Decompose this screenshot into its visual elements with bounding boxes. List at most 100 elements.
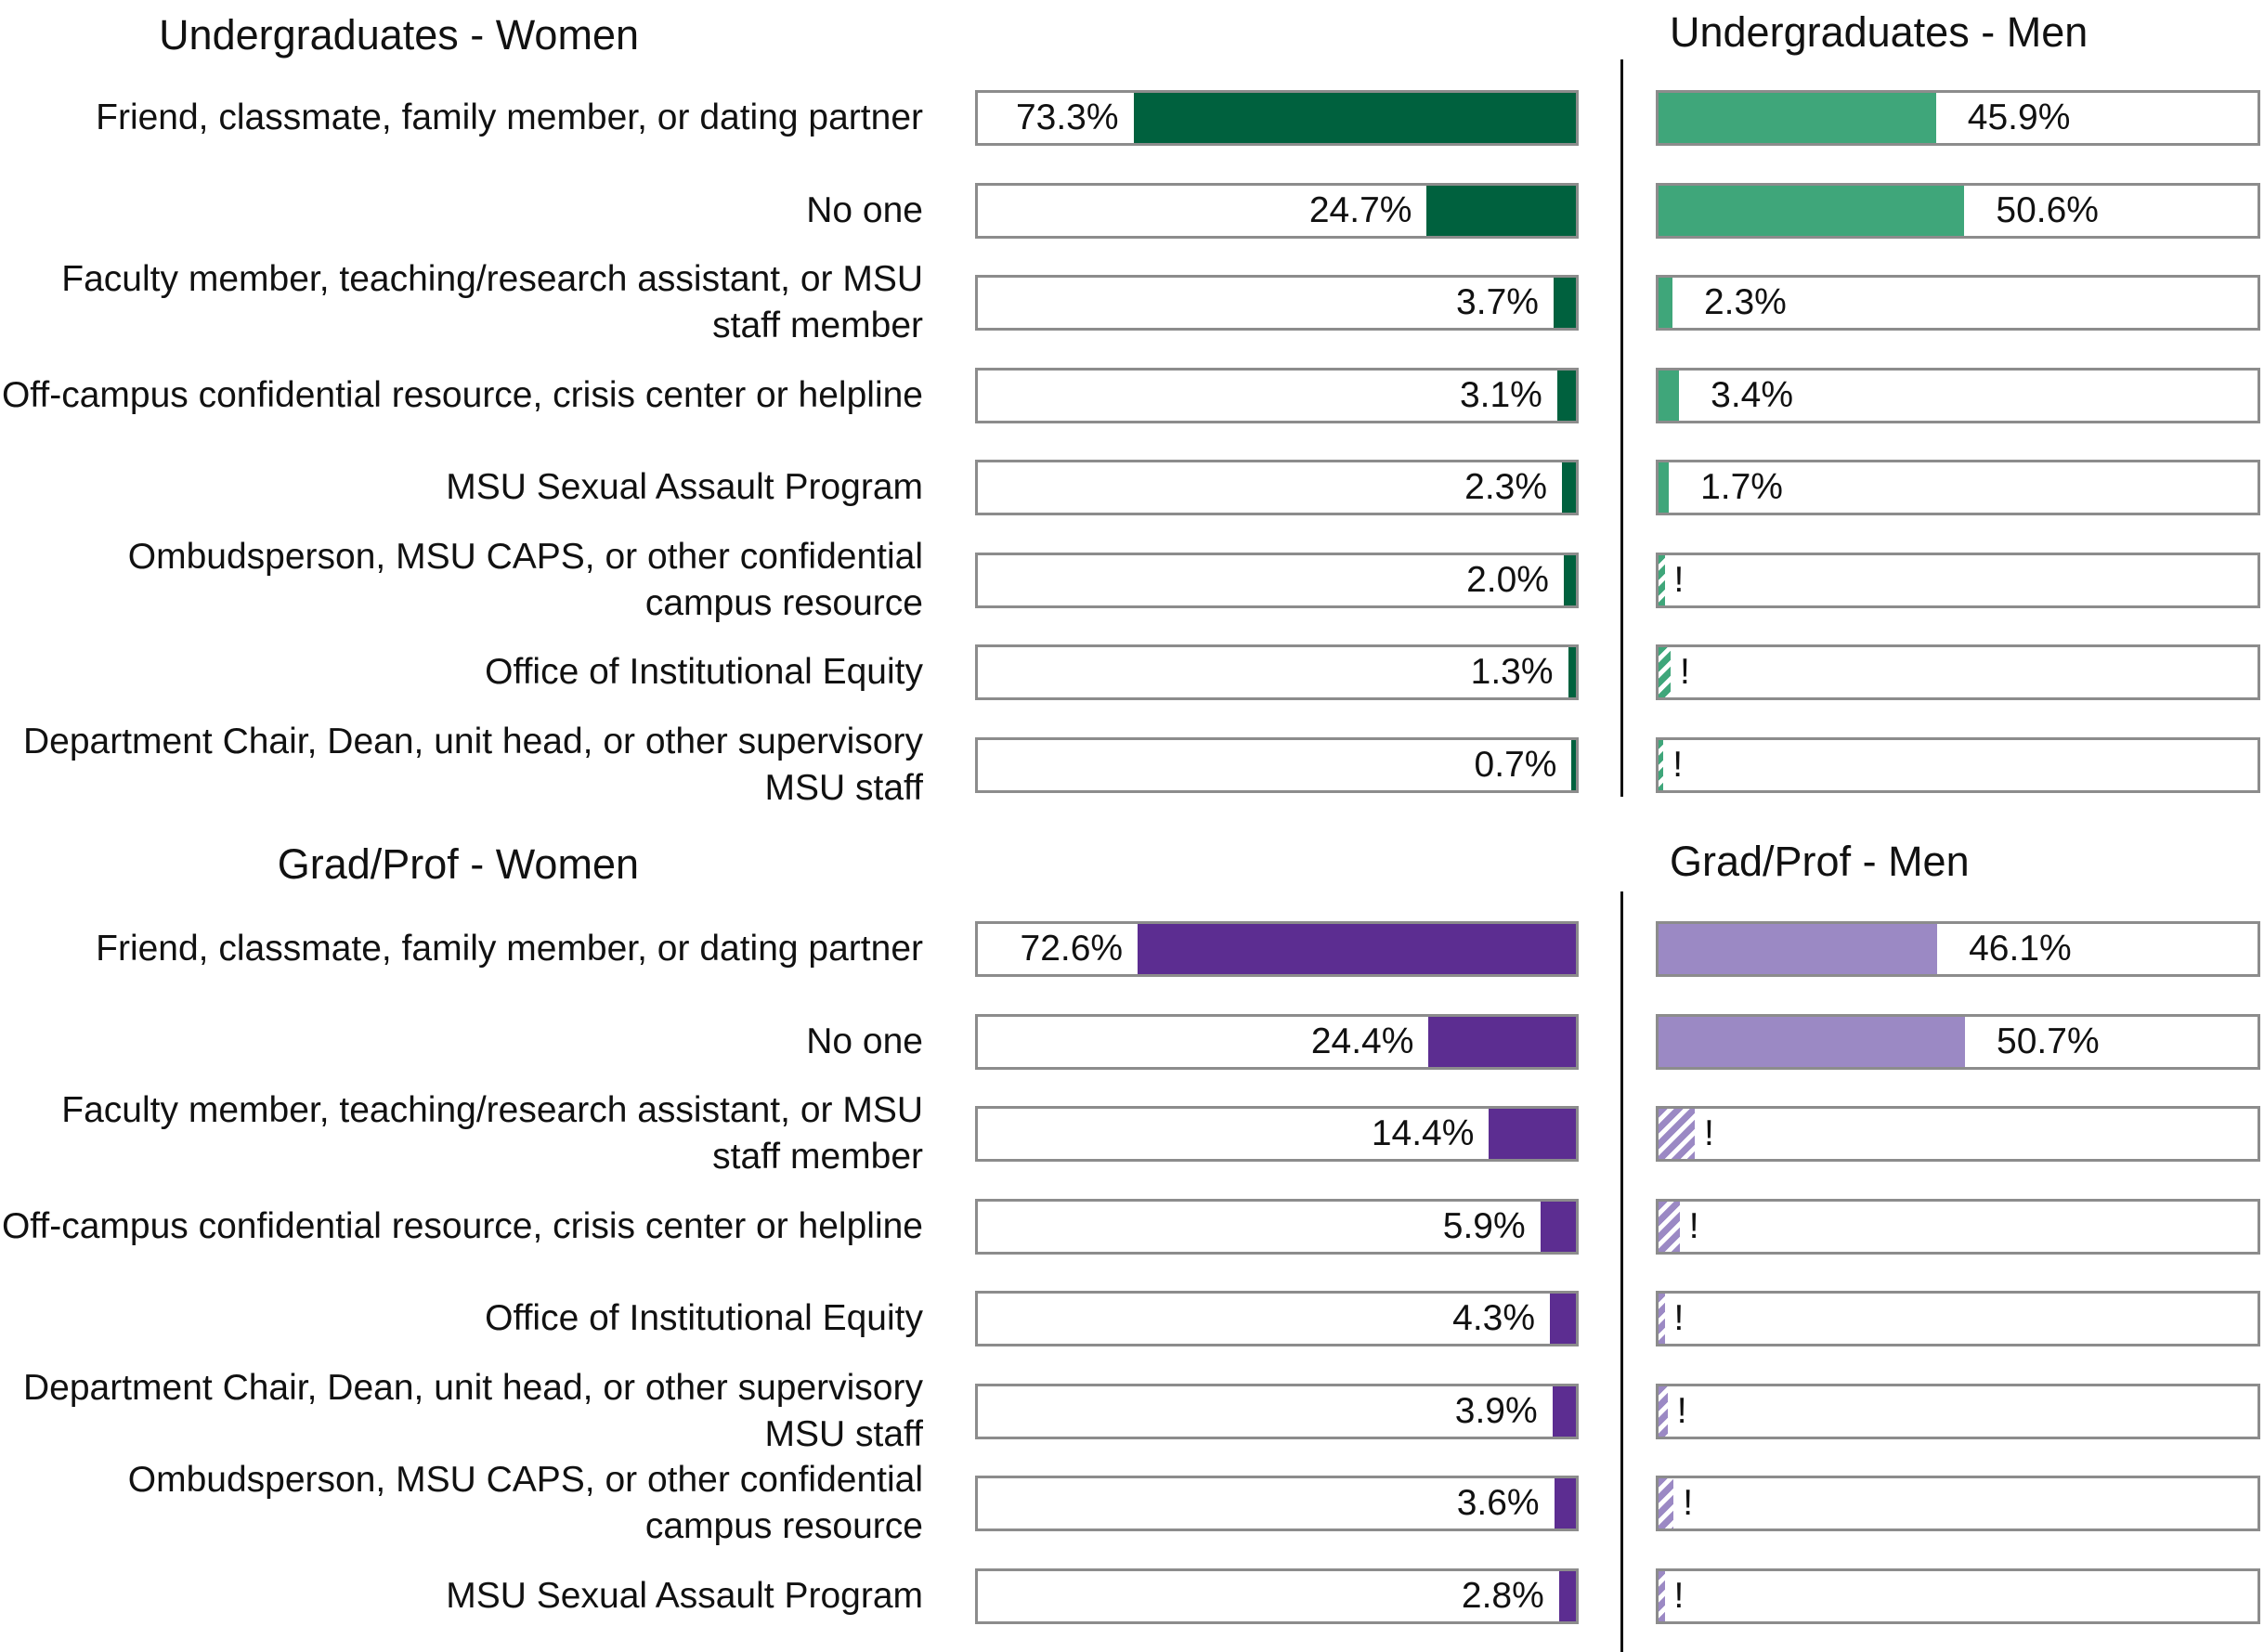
data-label: 3.6% [1456, 1483, 1540, 1523]
category-label: No one [806, 189, 923, 230]
category-label: MSU Sexual Assault Program [446, 467, 923, 507]
bar-track: 2.0% [975, 552, 1579, 608]
panel-divider [1620, 59, 1623, 797]
bar[interactable] [1659, 924, 1938, 974]
bar[interactable] [1659, 1478, 1674, 1528]
data-label: ! [1673, 1575, 1685, 1616]
bar-track: 72.6% [975, 921, 1579, 977]
bar[interactable] [1568, 647, 1576, 697]
bar-track: 3.9% [975, 1383, 1579, 1439]
bar-track: ! [1656, 1291, 2260, 1346]
data-label: 1.7% [1700, 467, 1783, 507]
bar-track: ! [1656, 736, 2260, 793]
bar[interactable] [1562, 462, 1576, 513]
category-label: Faculty member, teaching/research assist… [61, 1090, 923, 1177]
category-label: Ombudsperson, MSU CAPS, or other confide… [127, 536, 923, 623]
bar[interactable] [1426, 185, 1576, 236]
bar-track: 2.3% [1656, 275, 2260, 331]
bar-track: ! [1656, 644, 2260, 700]
bar[interactable] [1558, 1570, 1576, 1621]
bar-track: 50.7% [1656, 1013, 2260, 1070]
category-label: Department Chair, Dean, unit head, or ot… [22, 721, 923, 808]
data-label: ! [1673, 559, 1685, 600]
bar[interactable] [1659, 647, 1672, 697]
data-label: ! [1683, 1483, 1694, 1523]
data-label: 3.9% [1454, 1390, 1538, 1431]
bar-track: 4.3% [975, 1291, 1579, 1346]
data-label: 45.9% [1967, 98, 2071, 137]
bar[interactable] [1659, 93, 1936, 143]
bar[interactable] [1489, 1109, 1576, 1159]
bar-track: 1.3% [975, 644, 1579, 700]
bar-track: 5.9% [975, 1198, 1579, 1255]
data-label: 14.4% [1371, 1113, 1475, 1153]
bar[interactable] [1540, 1201, 1576, 1252]
bar[interactable] [1553, 278, 1576, 328]
data-label: ! [1676, 1390, 1687, 1431]
category-label: Office of Institutional Equity [485, 1298, 923, 1338]
bar-track: ! [1656, 552, 2260, 608]
bar[interactable] [1556, 370, 1576, 421]
bar[interactable] [1659, 462, 1670, 513]
bar[interactable] [1550, 1294, 1576, 1344]
bar[interactable] [1659, 185, 1965, 236]
bar[interactable] [1659, 1016, 1966, 1067]
bar-track: 24.7% [975, 182, 1579, 239]
bar[interactable] [1659, 554, 1665, 605]
category-label: Faculty member, teaching/research assist… [61, 259, 923, 345]
panel-divider [1620, 891, 1623, 1652]
bar-track: 24.4% [975, 1013, 1579, 1070]
bar-track: ! [1656, 1476, 2260, 1531]
bar[interactable] [1133, 93, 1576, 143]
data-label: 3.7% [1456, 282, 1539, 322]
category-label: No one [806, 1021, 923, 1061]
bar[interactable] [1659, 1109, 1696, 1159]
bar[interactable] [1659, 278, 1672, 328]
bar-track: 50.6% [1656, 182, 2260, 239]
bar[interactable] [1138, 924, 1576, 974]
data-label: ! [1680, 652, 1690, 692]
bar[interactable] [1659, 739, 1664, 790]
bar[interactable] [1554, 1478, 1576, 1528]
data-label: ! [1704, 1113, 1714, 1153]
bar-track: 14.4% [975, 1106, 1579, 1162]
bar[interactable] [1428, 1016, 1576, 1067]
bar-track: 2.3% [975, 460, 1579, 515]
bar[interactable] [1659, 1294, 1665, 1344]
category-label: Department Chair, Dean, unit head, or ot… [22, 1367, 923, 1454]
bar-track: 46.1% [1656, 921, 2260, 977]
data-label: 24.4% [1310, 1021, 1414, 1061]
data-label: ! [1673, 1298, 1685, 1338]
bar[interactable] [1564, 554, 1576, 605]
data-label: 72.6% [1020, 929, 1124, 969]
bar[interactable] [1659, 370, 1680, 421]
data-label: 46.1% [1969, 929, 2072, 969]
panel-title-grad-women: Grad/Prof - Women [277, 840, 639, 888]
data-label: 3.4% [1711, 374, 1794, 415]
data-label: ! [1672, 744, 1684, 785]
bar-track: ! [1656, 1106, 2260, 1162]
data-label: 3.1% [1459, 374, 1542, 415]
category-label: MSU Sexual Assault Program [446, 1575, 923, 1616]
bar-track: ! [1656, 1198, 2260, 1255]
data-label: 2.3% [1703, 282, 1787, 322]
bar[interactable] [1571, 739, 1576, 790]
category-label: Friend, classmate, family member, or dat… [96, 929, 923, 969]
category-label: Off-campus confidential resource, crisis… [1, 374, 923, 415]
category-label: Off-campus confidential resource, crisis… [1, 1205, 923, 1246]
bar-track: 73.3% [975, 90, 1579, 146]
data-label: ! [1688, 1205, 1699, 1246]
bar-track: 0.7% [975, 736, 1579, 793]
category-label: Ombudsperson, MSU CAPS, or other confide… [127, 1460, 923, 1546]
bar[interactable] [1659, 1201, 1680, 1252]
bar[interactable] [1659, 1570, 1665, 1621]
bar[interactable] [1552, 1385, 1576, 1437]
bar[interactable] [1659, 1385, 1668, 1437]
data-label: 5.9% [1442, 1205, 1526, 1246]
data-label: 1.3% [1470, 652, 1554, 692]
bar-track: 2.8% [975, 1567, 1579, 1624]
bar-track: ! [1656, 1567, 2260, 1624]
data-label: 4.3% [1452, 1298, 1536, 1338]
data-label: 73.3% [1015, 98, 1119, 137]
